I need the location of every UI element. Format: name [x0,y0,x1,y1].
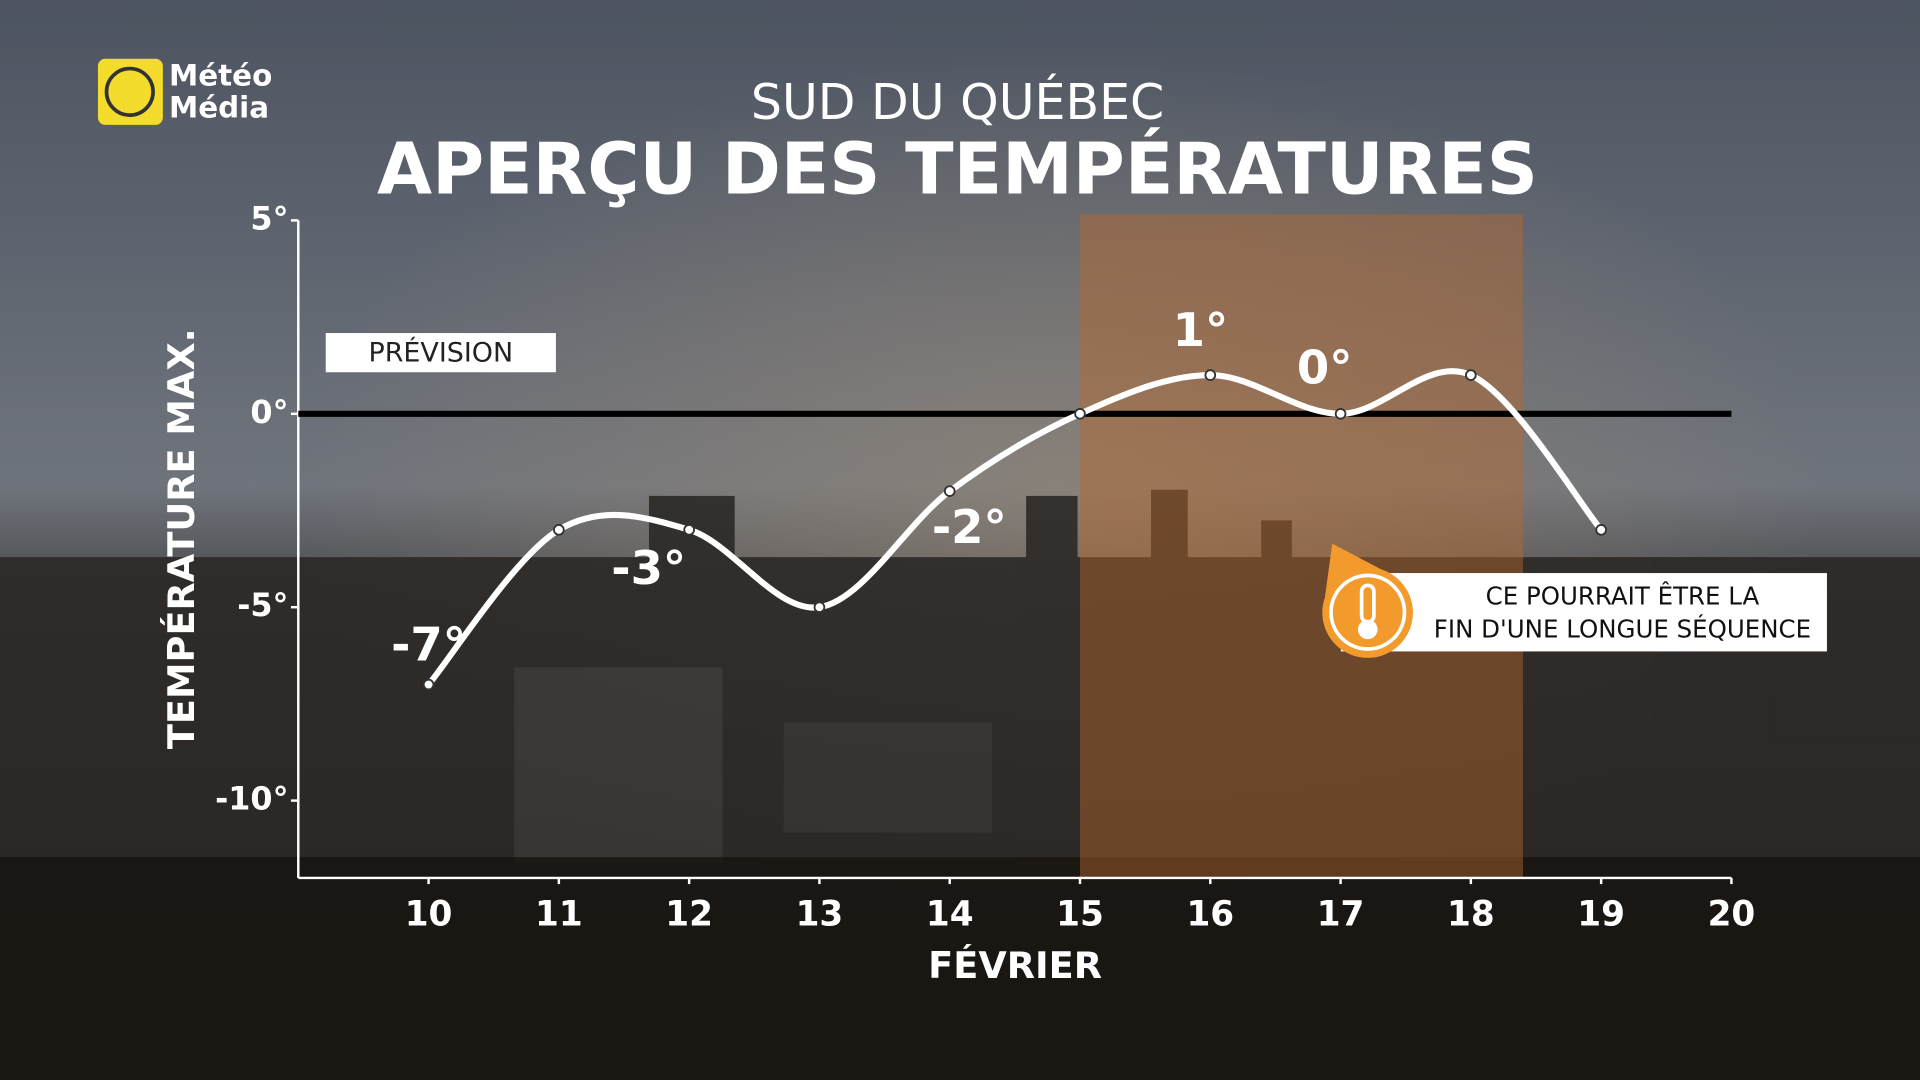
x-tick-label: 11 [535,894,583,934]
y-tick-label: 0° [250,393,288,431]
value-label: -2° [932,500,1007,554]
x-tick-label: 15 [1056,894,1104,934]
value-label: 1° [1173,303,1229,357]
x-tick-label: 13 [796,894,844,934]
callout-icon [1329,573,1407,651]
x-tick-label: 18 [1447,894,1495,934]
point [553,524,565,536]
callout-text: CE POURRAIT ÊTRE LA [1486,582,1760,611]
value-label: -3° [611,541,686,595]
point [683,524,695,536]
point [1595,524,1607,536]
foreground-trees [0,857,1920,1080]
point [422,678,435,691]
y-tick-label: -10° [215,780,288,818]
logo: Météo Média [97,59,272,125]
x-tick-label: 12 [665,894,713,934]
x-tick-label: 17 [1317,894,1365,934]
y-tick-label: -5° [237,586,288,624]
chart-subtitle: SUD DU QUÉBEC [751,72,1164,131]
chart-title: APERÇU DES TEMPÉRATURES [377,127,1538,210]
callout: CE POURRAIT ÊTRE LA FIN D'UNE LONGUE SÉQ… [1322,543,1827,658]
value-label: 0° [1297,340,1353,394]
y-tick-label: 5° [250,199,288,237]
logo-globe [104,66,155,117]
x-tick-label: 10 [405,894,453,934]
point [1465,369,1477,381]
callout-text: FIN D'UNE LONGUE SÉQUENCE [1434,615,1811,644]
point [943,485,956,497]
x-tick-label: 14 [926,894,974,934]
callout-box [1340,573,1827,652]
logo-text: Média [169,90,269,124]
tag-box [325,333,556,373]
x-tick-label: 16 [1186,894,1234,934]
point [1074,407,1086,420]
point [1334,407,1347,420]
value-label: -7° [391,617,466,671]
x-tick-label: 20 [1708,894,1756,934]
x-tick-label: 19 [1577,894,1625,934]
point [813,601,826,614]
thermometer-bulb [1357,619,1378,640]
highlight-band [1080,214,1523,878]
y-axis-label: TEMPÉRATURE MAX. [159,328,203,749]
point [1204,369,1217,381]
logo-text: Météo [169,59,272,93]
line [425,368,1605,688]
plot: 5° 0° -5° -10° 10 11 12 13 14 15 16 17 18 19 20 -7° -3° -… [215,199,1755,934]
tag: PRÉVISION [368,336,513,368]
x-axis-label: FÉVRIER [928,943,1102,987]
